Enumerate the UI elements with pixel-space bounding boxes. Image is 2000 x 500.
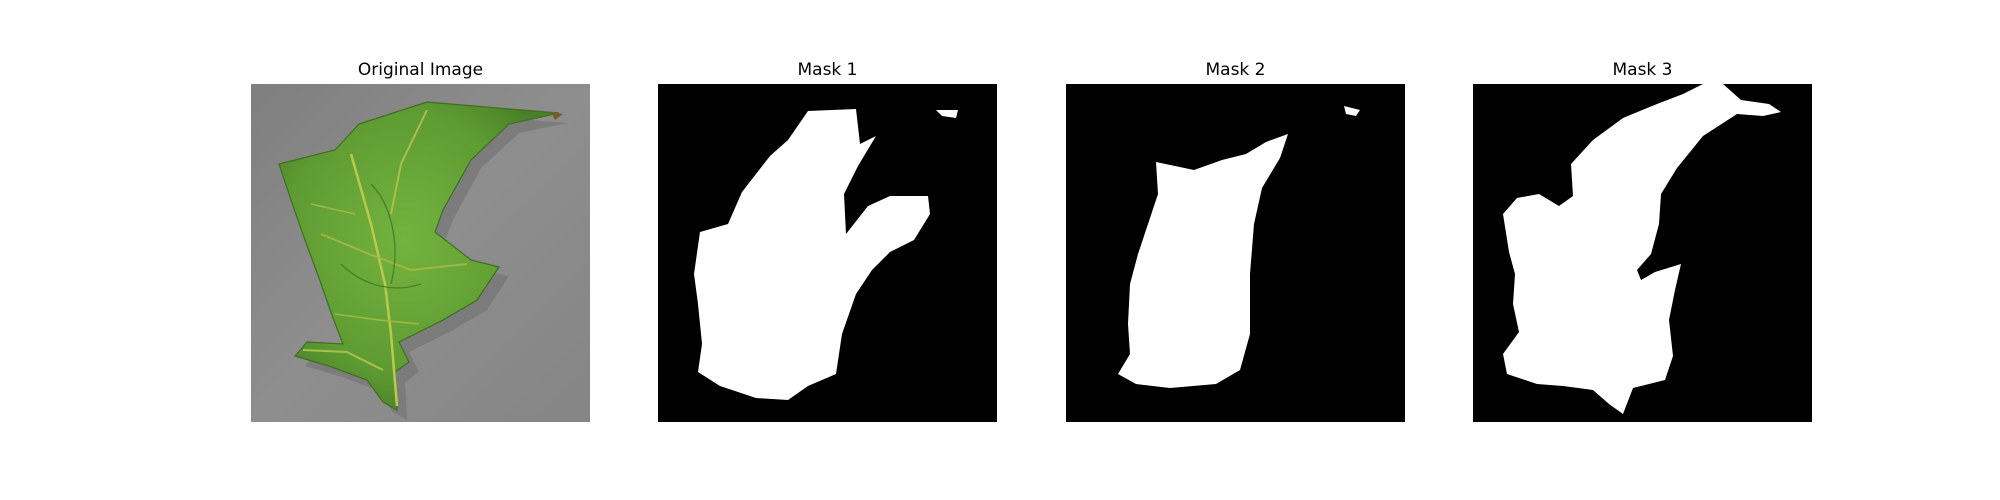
mask-2-panel: Mask 2: [1066, 57, 1405, 422]
panel-title: Original Image: [251, 57, 590, 83]
panel-title: Mask 2: [1066, 57, 1405, 83]
mask-3-image: [1473, 84, 1812, 422]
mask-2-image: [1066, 84, 1405, 422]
original-image-panel: Original Image: [251, 57, 590, 422]
mask-1-panel: Mask 1: [658, 57, 997, 422]
original-leaf-image: [251, 84, 590, 422]
panel-title: Mask 1: [658, 57, 997, 83]
panel-title: Mask 3: [1473, 57, 1812, 83]
mask-3-panel: Mask 3: [1473, 57, 1812, 422]
mask-1-image: [658, 84, 997, 422]
